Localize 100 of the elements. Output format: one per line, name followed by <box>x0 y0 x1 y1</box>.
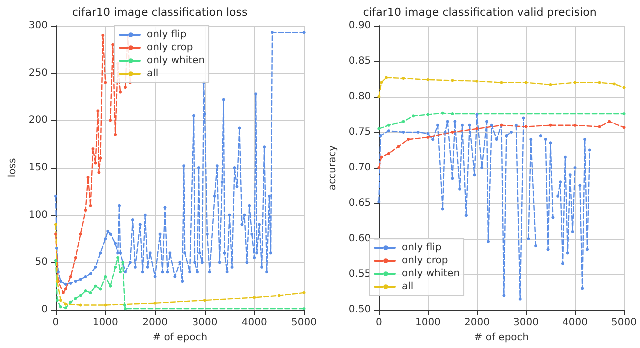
point <box>69 300 72 304</box>
legend-label: only flip <box>147 30 187 40</box>
point <box>79 232 82 236</box>
point <box>154 302 157 305</box>
point <box>378 200 381 204</box>
point <box>124 304 127 307</box>
point <box>451 112 454 116</box>
point <box>64 306 68 310</box>
point <box>114 266 118 269</box>
point <box>99 288 102 291</box>
point <box>114 133 118 136</box>
point <box>598 81 602 84</box>
point <box>514 124 518 127</box>
point <box>564 156 567 159</box>
point <box>468 124 472 127</box>
point <box>203 299 206 302</box>
point <box>84 209 88 212</box>
point <box>64 302 68 306</box>
point <box>112 43 115 46</box>
y-tick-label: 50 <box>35 257 48 268</box>
point <box>98 171 101 174</box>
y-tick-label: 150 <box>28 162 48 174</box>
point <box>544 138 548 142</box>
point <box>426 113 430 116</box>
point <box>505 134 508 138</box>
point <box>109 284 112 288</box>
point <box>486 120 489 124</box>
point <box>407 138 410 142</box>
y-tick-label: 0.50 <box>348 304 372 316</box>
point <box>387 152 390 156</box>
point <box>546 248 550 252</box>
y-tick-label: 0 <box>42 304 48 316</box>
point <box>62 291 65 294</box>
point <box>549 142 552 145</box>
point <box>518 298 522 301</box>
y-axis-title: loss <box>8 158 18 178</box>
x-tick-label: 5000 <box>612 318 637 328</box>
point <box>574 166 577 170</box>
x-tick-label: 3000 <box>192 318 218 328</box>
point <box>608 120 612 124</box>
point <box>451 79 454 82</box>
point <box>476 113 479 116</box>
x-tick-label: 2000 <box>142 318 168 328</box>
y-tick-label: 100 <box>28 210 48 221</box>
point <box>556 194 560 198</box>
point <box>69 275 72 278</box>
point <box>527 238 530 240</box>
x-tick-label: 1000 <box>92 318 118 328</box>
legend-label: all <box>402 282 414 292</box>
point <box>549 124 552 127</box>
point <box>461 124 464 127</box>
y-tick-label: 250 <box>28 68 48 79</box>
legend-label: only flip <box>402 242 442 254</box>
point <box>402 77 406 80</box>
point <box>402 131 406 134</box>
point <box>380 156 384 159</box>
x-tick-label: 5000 <box>292 318 317 328</box>
point <box>119 270 122 274</box>
point <box>522 116 526 120</box>
point <box>571 230 574 234</box>
point <box>486 240 490 244</box>
point <box>588 148 592 152</box>
point <box>584 138 587 142</box>
point <box>454 120 457 124</box>
y-tick-label: 0.85 <box>348 56 372 67</box>
point <box>104 81 108 84</box>
legend-label: all <box>147 68 159 80</box>
point <box>441 208 444 211</box>
point <box>378 96 381 98</box>
point <box>92 148 95 151</box>
point <box>622 126 626 130</box>
point <box>119 90 122 94</box>
point <box>530 138 533 142</box>
point <box>574 81 577 84</box>
point <box>562 262 564 266</box>
legend-label: only whiten <box>147 56 206 66</box>
point <box>74 256 78 260</box>
y-tick-label: 0.60 <box>348 234 372 244</box>
point <box>426 136 430 139</box>
legend-label: only whiten <box>402 268 460 280</box>
point <box>451 131 454 134</box>
point <box>122 261 125 264</box>
point <box>64 288 68 291</box>
y-tick-label: 0.65 <box>348 198 372 209</box>
point <box>253 296 256 300</box>
point <box>378 127 381 130</box>
x-tick-label: 2000 <box>464 318 490 328</box>
x-tick-label: 4000 <box>242 318 268 328</box>
point <box>490 124 494 127</box>
point <box>524 125 528 128</box>
point <box>524 81 528 84</box>
point <box>59 306 62 309</box>
point <box>412 114 415 118</box>
point <box>446 120 450 124</box>
y-axis-title: accuracy <box>328 145 338 191</box>
point <box>380 81 384 84</box>
legend-label: only crop <box>147 42 194 54</box>
point <box>473 174 476 177</box>
point <box>109 119 112 122</box>
point <box>480 166 484 170</box>
